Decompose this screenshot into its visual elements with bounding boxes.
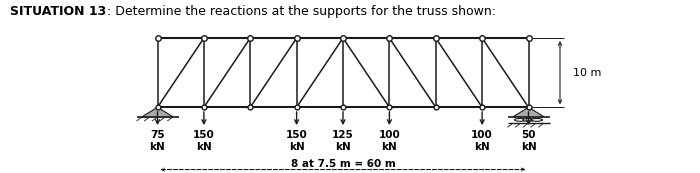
Text: 100: 100 [379,130,400,140]
Text: 50: 50 [522,130,536,140]
Text: kN: kN [288,142,304,152]
Circle shape [523,119,534,121]
Polygon shape [142,107,173,117]
Text: kN: kN [196,142,211,152]
Text: 150: 150 [193,130,215,140]
Circle shape [514,119,526,121]
Text: : Determine the reactions at the supports for the truss shown:: : Determine the reactions at the support… [107,5,496,18]
Text: 150: 150 [286,130,307,140]
Text: 100: 100 [471,130,493,140]
Text: kN: kN [521,142,536,152]
Text: 125: 125 [332,130,354,140]
Text: kN: kN [382,142,398,152]
Circle shape [531,119,542,121]
Text: SITUATION 13: SITUATION 13 [10,5,106,18]
Polygon shape [513,107,544,117]
Text: 8 at 7.5 m = 60 m: 8 at 7.5 m = 60 m [290,159,396,169]
Text: kN: kN [335,142,351,152]
Text: 10 m: 10 m [573,68,601,78]
Text: 75: 75 [150,130,164,140]
Text: kN: kN [475,142,490,152]
Text: kN: kN [150,142,165,152]
